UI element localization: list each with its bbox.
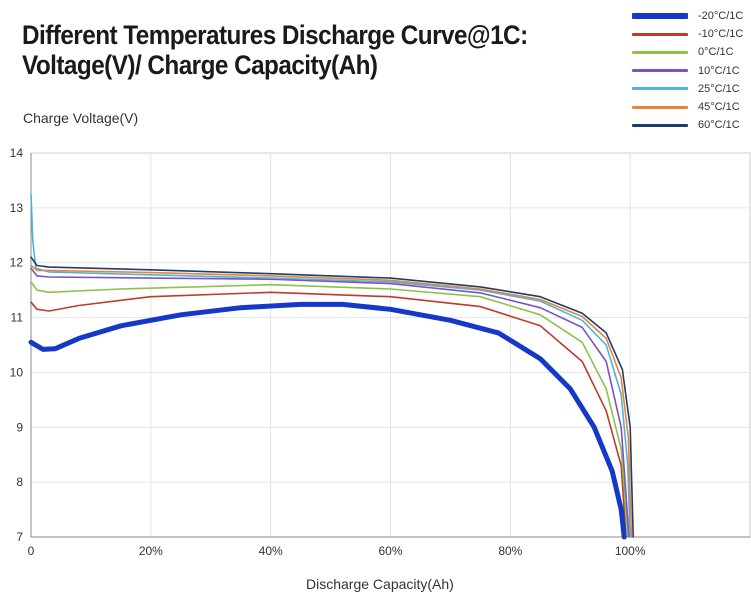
x-tick-label: 80% xyxy=(498,544,522,558)
y-tick-label: 14 xyxy=(10,146,24,160)
y-tick-label: 10 xyxy=(10,365,24,379)
chart-title-line-2: Voltage(V)/ Charge Capacity(Ah) xyxy=(22,50,378,80)
legend-item: 0°C/1C xyxy=(632,43,748,61)
y-tick-label: 7 xyxy=(16,530,23,544)
legend-item: 45°C/1C xyxy=(632,98,748,116)
chart-legend: -20°C/1C -10°C/1C 0°C/1C 10°C/1C 25°C/1C 45°C… xyxy=(632,7,748,134)
legend-item: 10°C/1C xyxy=(632,62,748,80)
x-tick-label: 60% xyxy=(378,544,402,558)
x-tick-label: 100% xyxy=(615,544,646,558)
legend-item: -10°C/1C xyxy=(632,25,748,43)
series-line xyxy=(30,193,632,538)
series-line xyxy=(30,256,635,538)
legend-label: 45°C/1C xyxy=(698,101,740,114)
series-line xyxy=(28,301,627,540)
legend-label: -10°C/1C xyxy=(698,28,744,41)
legend-swatch xyxy=(632,105,688,109)
y-axis-label: Charge Voltage(V) xyxy=(23,110,139,126)
x-tick-label: 20% xyxy=(139,544,163,558)
y-tick-label: 13 xyxy=(10,201,24,215)
x-axis-label: Discharge Capacity(Ah) xyxy=(306,576,454,592)
x-tick-label: 0 xyxy=(28,544,35,558)
legend-label: 0°C/1C xyxy=(698,46,734,59)
chart-title-line-1: Different Temperatures Discharge Curve@1… xyxy=(22,20,528,50)
y-tick-label: 8 xyxy=(16,475,23,489)
series-line xyxy=(30,291,627,538)
legend-swatch xyxy=(632,13,688,20)
legend-swatch xyxy=(632,123,688,127)
legend-label: 60°C/1C xyxy=(698,119,740,132)
legend-swatch xyxy=(632,87,688,91)
legend-item: -20°C/1C xyxy=(632,7,748,25)
y-tick-label: 11 xyxy=(11,311,24,325)
chart-title: Different Temperatures Discharge Curve@1… xyxy=(22,20,528,80)
legend-swatch xyxy=(632,32,688,36)
legend-item: 60°C/1C xyxy=(632,116,748,134)
legend-swatch xyxy=(632,50,688,54)
legend-item: 25°C/1C xyxy=(632,80,748,98)
series-line xyxy=(30,264,633,538)
y-tick-label: 9 xyxy=(16,420,23,434)
legend-label: -20°C/1C xyxy=(698,10,744,23)
y-tick-label: 12 xyxy=(10,256,24,270)
series-line xyxy=(30,281,629,538)
legend-label: 25°C/1C xyxy=(698,82,740,95)
x-tick-label: 40% xyxy=(259,544,283,558)
legend-swatch xyxy=(632,69,688,73)
legend-label: 10°C/1C xyxy=(698,64,740,77)
series-line xyxy=(30,267,630,538)
